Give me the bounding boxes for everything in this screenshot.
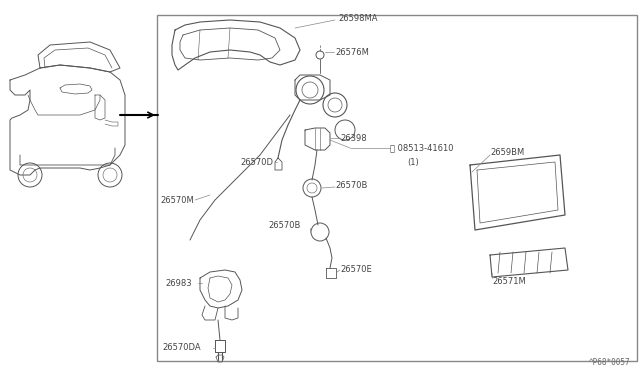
Text: 26598MA: 26598MA (338, 13, 378, 22)
Text: 26570DA: 26570DA (162, 343, 200, 353)
Text: 26398: 26398 (340, 134, 367, 142)
Text: ^P68*0057: ^P68*0057 (588, 358, 630, 367)
Text: 26570B: 26570B (268, 221, 300, 230)
Text: 26570M: 26570M (160, 196, 194, 205)
Text: (1): (1) (407, 157, 419, 167)
Text: 2659BM: 2659BM (490, 148, 524, 157)
Text: 26571M: 26571M (492, 278, 525, 286)
Text: 26570B: 26570B (335, 180, 367, 189)
Text: Ⓢ 08513-41610: Ⓢ 08513-41610 (390, 144, 454, 153)
Text: 26983: 26983 (165, 279, 191, 288)
Text: 26570E: 26570E (340, 266, 372, 275)
Text: 26570D: 26570D (240, 157, 273, 167)
Bar (157, 15, 637, 361)
Text: 26576M: 26576M (335, 48, 369, 57)
